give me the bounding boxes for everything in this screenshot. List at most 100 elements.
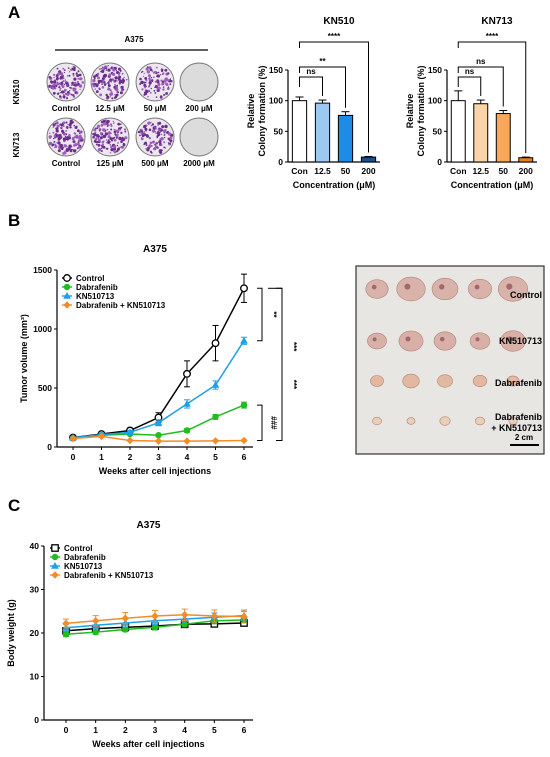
colony-dot <box>120 123 122 125</box>
bar <box>314 102 331 163</box>
colony-dot <box>63 144 67 148</box>
data-point <box>151 612 159 620</box>
y-axis-label: Body weight (g) <box>6 599 16 667</box>
colony-dot <box>154 85 158 88</box>
colony-dot <box>97 72 100 76</box>
colony-dot <box>57 149 61 153</box>
colony-dot <box>160 143 163 147</box>
y-tick-label: 20 <box>30 628 40 638</box>
colony-dot <box>64 135 67 138</box>
colony-dot <box>154 92 157 94</box>
significance-label: **** <box>328 32 341 41</box>
colony-dot <box>62 80 65 83</box>
colony-dot <box>56 67 59 70</box>
significance-bracket <box>299 66 346 108</box>
colony-dot <box>120 140 123 143</box>
significance-label: **** <box>486 32 499 41</box>
colony-dot <box>139 77 142 81</box>
colony-dot <box>98 81 101 84</box>
x-axis-label: Concentration (μM) <box>451 180 534 190</box>
colony-dot <box>73 87 77 91</box>
colony-dot <box>160 133 163 136</box>
colony-dot <box>159 95 163 99</box>
colony-dot <box>144 77 148 80</box>
colony-dot <box>105 141 108 144</box>
colony-dot <box>52 131 55 134</box>
colony-dot <box>53 137 55 140</box>
colony-dot <box>92 78 96 83</box>
significance-label: ns <box>465 67 475 76</box>
tumor-specimen <box>402 373 420 389</box>
tumor-specimen <box>500 330 526 352</box>
colony-dot <box>154 125 157 128</box>
colony-dot <box>103 122 107 126</box>
colony-dot <box>62 95 66 99</box>
tumor-specimen-spot <box>371 284 377 290</box>
colony-dot <box>168 143 170 146</box>
colony-dot <box>100 147 103 150</box>
y-tick-label: 100 <box>428 96 442 106</box>
data-point <box>240 336 248 344</box>
colony-dot <box>59 147 62 149</box>
colony-dot <box>59 89 61 91</box>
colony-dot <box>48 141 53 146</box>
colony-dot <box>141 88 144 91</box>
colony-dot <box>167 130 169 133</box>
colony-dot <box>154 143 157 146</box>
colony-dot <box>97 135 101 138</box>
tumor-specimen-spot <box>507 336 513 342</box>
colony-dot <box>116 92 119 94</box>
colony-dose-label: 12.5 μM <box>95 104 125 113</box>
x-tick-label: 12.5 <box>314 166 331 176</box>
colony-dot <box>79 130 82 134</box>
colony-dot <box>60 97 62 99</box>
colony-dot <box>116 129 119 133</box>
legend-label: Dabrafenib + KN510713 <box>76 301 166 310</box>
colony-dot <box>160 74 162 76</box>
colony-dot <box>80 77 83 80</box>
colony-dot <box>159 128 163 132</box>
colony-dot <box>73 144 76 147</box>
colony-dot <box>58 144 60 146</box>
colony-dot <box>62 137 67 141</box>
colony-dot <box>75 134 79 138</box>
colony-dot <box>156 79 159 81</box>
colony-dot <box>151 79 154 82</box>
colony-dot <box>100 150 103 152</box>
colony-dot <box>106 147 109 150</box>
tumor-specimen <box>469 332 491 350</box>
y-tick-label: 100 <box>269 96 283 106</box>
colony-dot <box>110 124 113 127</box>
colony-dot <box>75 72 78 75</box>
data-point <box>183 399 191 407</box>
colony-dot <box>72 140 76 144</box>
colony-dot <box>115 136 118 139</box>
colony-dot <box>123 76 125 79</box>
colony-dot <box>158 79 160 81</box>
x-tick-label: 200 <box>519 166 533 176</box>
colony-dot <box>95 84 99 88</box>
colony-dot <box>170 80 173 83</box>
colony-dot <box>109 89 112 92</box>
colony-dot <box>163 79 166 82</box>
colony-dot <box>63 94 65 96</box>
colony-dot <box>150 124 153 127</box>
colony-dot <box>165 129 167 131</box>
y-tick-label: 10 <box>30 672 40 682</box>
colony-dot <box>153 147 156 151</box>
colony-dot <box>53 80 57 84</box>
colony-dot <box>147 121 151 125</box>
y-tick-label: 50 <box>433 126 443 136</box>
colony-dot <box>52 126 55 128</box>
colony-dot <box>101 143 105 146</box>
colony-dot <box>98 130 101 132</box>
colony-dot <box>155 142 158 145</box>
significance-label: ns <box>306 67 316 76</box>
x-tick-label: 200 <box>361 166 375 176</box>
colony-dot <box>167 72 170 75</box>
colony-dot <box>110 128 113 131</box>
colony-dot <box>103 81 106 84</box>
tumor-specimen <box>431 277 459 301</box>
x-axis-label: Weeks after cell injections <box>99 466 211 476</box>
colony-dot <box>117 77 121 81</box>
